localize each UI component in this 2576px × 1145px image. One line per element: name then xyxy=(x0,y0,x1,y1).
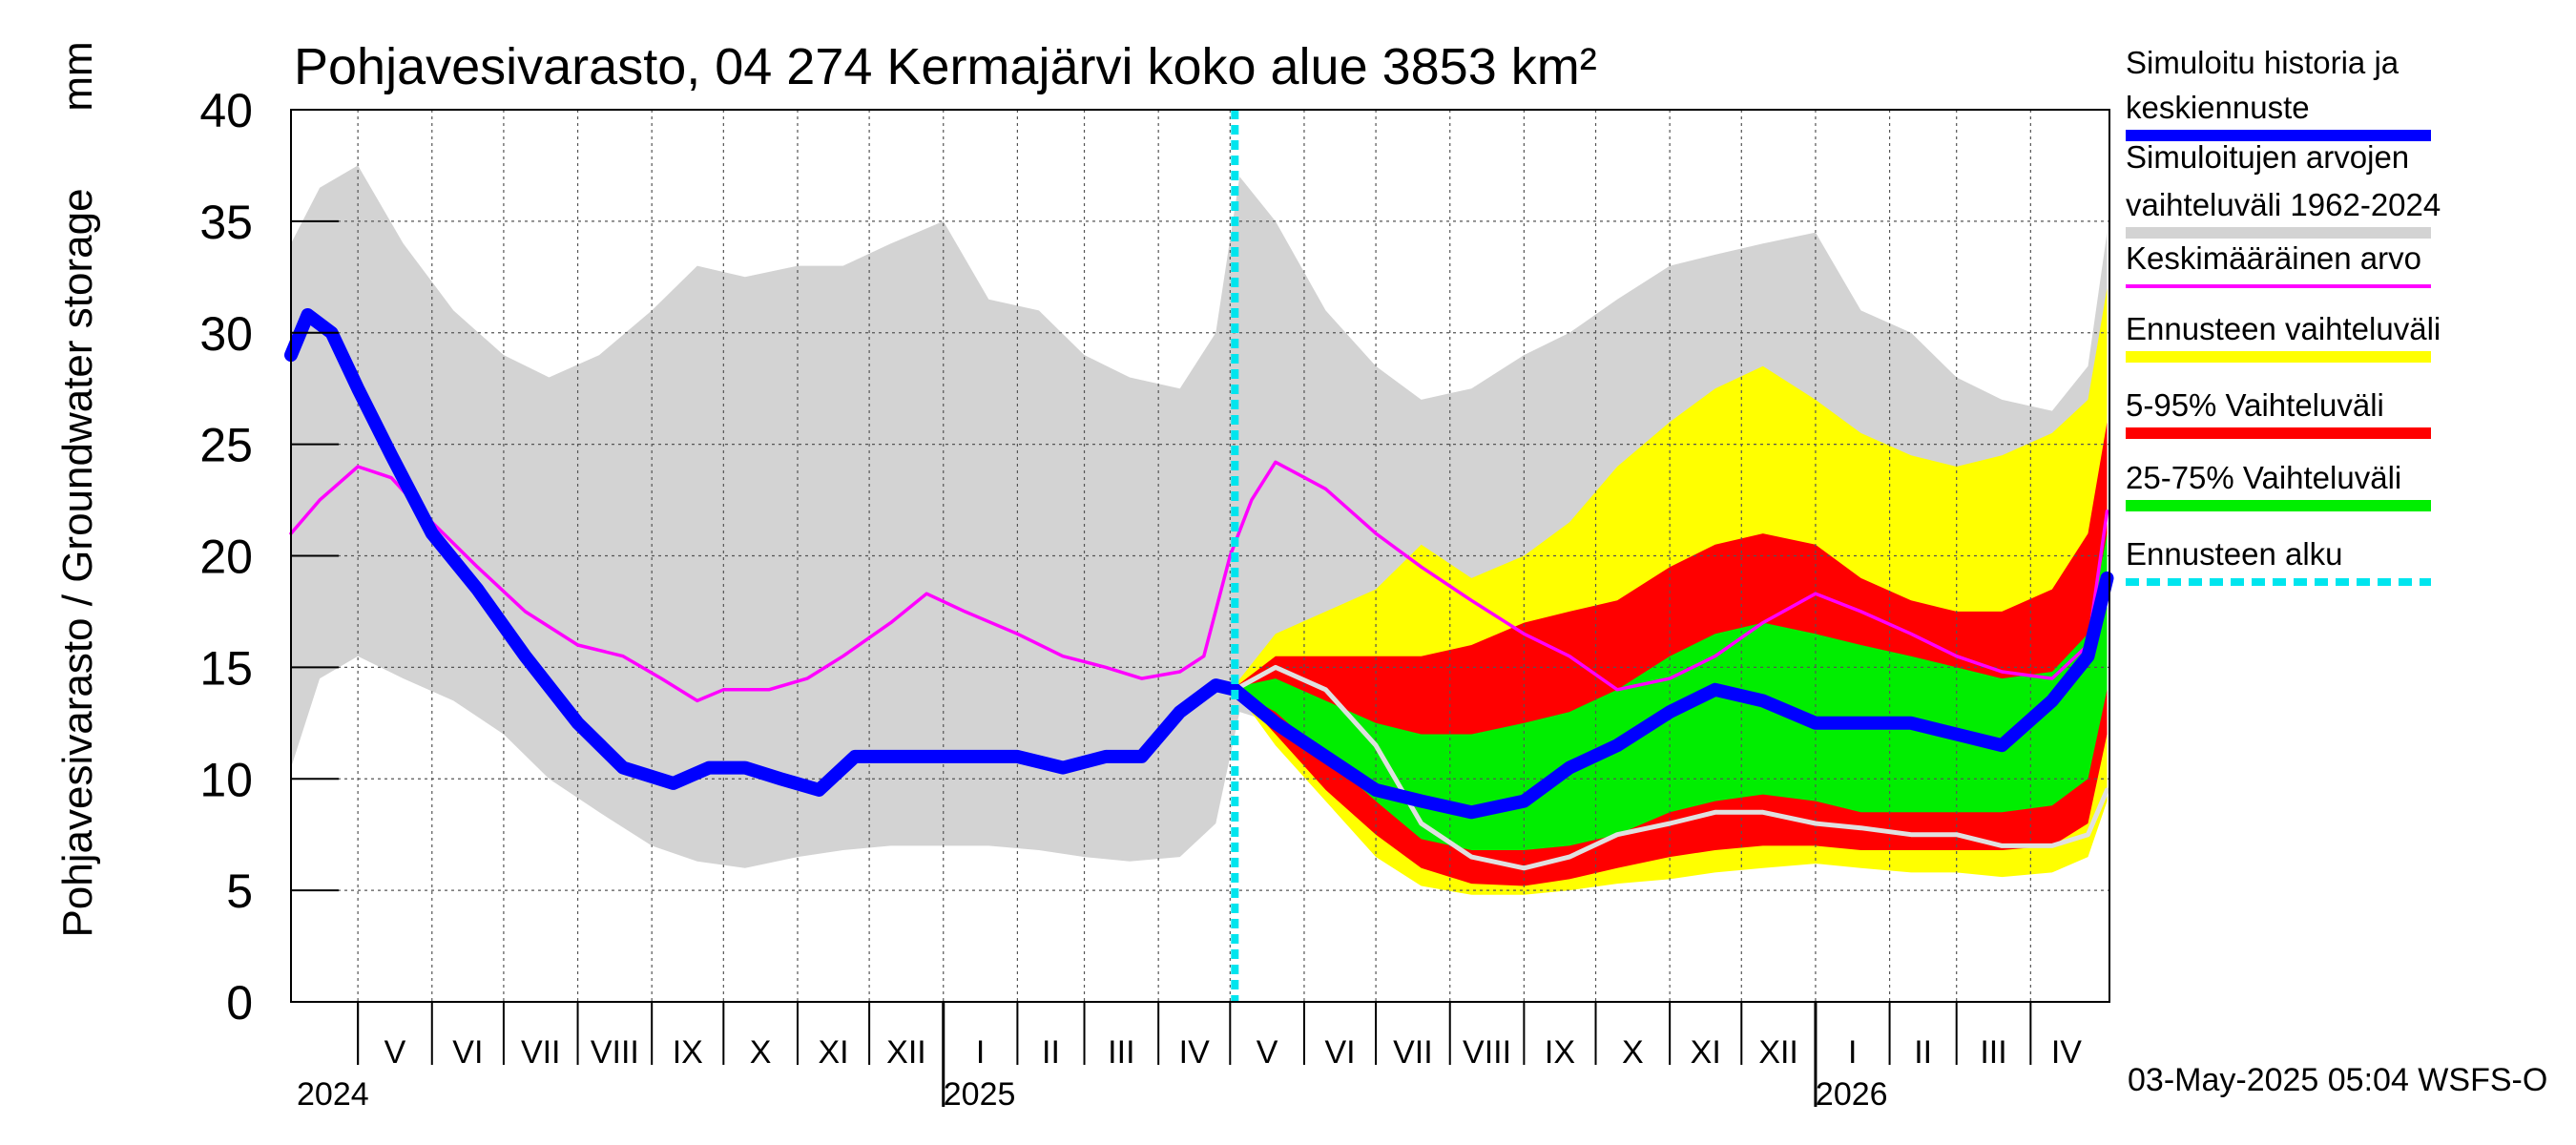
legend-item-simuloitu-historia-ja-keskiennuste: Simuloitu historia ja keskiennuste xyxy=(2126,45,2431,141)
legend-label-simuloitu-historia-ja-keskiennuste-line-0: Simuloitu historia ja xyxy=(2126,45,2399,80)
grid-layer xyxy=(291,110,2109,1002)
x-month-label-14: VII xyxy=(1393,1034,1433,1071)
x-month-label-16: IX xyxy=(1545,1034,1575,1071)
x-month-label-2: VII xyxy=(521,1034,561,1071)
y-tick-label-25: 25 xyxy=(199,419,253,472)
x-month-label-23: IV xyxy=(2051,1034,2082,1071)
x-month-label-22: III xyxy=(1980,1034,2006,1071)
x-month-label-18: XI xyxy=(1691,1034,1721,1071)
x-month-label-0: V xyxy=(384,1034,406,1071)
x-year-label-2024: 2024 xyxy=(297,1076,369,1113)
x-month-label-11: IV xyxy=(1179,1034,1210,1071)
chart-title: Pohjavesivarasto, 04 274 Kermajärvi koko… xyxy=(294,38,1597,95)
y-tick-label-30: 30 xyxy=(199,307,253,361)
legend-label-simuloitujen-arvojen-vaihteluv-li-1962-2024-line-1: vaihteluväli 1962-2024 xyxy=(2126,187,2441,222)
y-tick-label-0: 0 xyxy=(226,976,253,1030)
bands-layer xyxy=(291,165,2108,895)
x-year-label-2026: 2026 xyxy=(1816,1076,1888,1113)
y-tick-label-35: 35 xyxy=(199,196,253,249)
legend-item-25-75-vaihteluv-li: 25-75% Vaihteluväli xyxy=(2126,460,2431,511)
legend-label-simuloitujen-arvojen-vaihteluv-li-1962-2024-line-0: Simuloitujen arvojen xyxy=(2126,139,2409,175)
x-month-label-6: XI xyxy=(818,1034,848,1071)
legend-item-ennusteen-alku: Ennusteen alku xyxy=(2126,536,2431,586)
legend-label-simuloitu-historia-ja-keskiennuste-line-1: keskiennuste xyxy=(2126,90,2310,125)
series-line-simuloitu-historia-ja-keskiennuste xyxy=(284,308,2114,820)
legend: Simuloitu historia jakeskiennusteSimuloi… xyxy=(2126,45,2441,586)
y-tick-label-40: 40 xyxy=(199,84,253,137)
series-line-keskim-r-inen-arvo xyxy=(289,460,2109,703)
x-month-label-12: V xyxy=(1257,1034,1278,1071)
legend-item-simuloitujen-arvojen-vaihteluv-li-1962-2024: Simuloitujen arvojen vaihteluväli 1962-20… xyxy=(2126,139,2441,239)
y-tick-label-15: 15 xyxy=(199,641,253,695)
series-line-simulated-trace xyxy=(1232,664,2109,871)
x-month-label-10: III xyxy=(1108,1034,1134,1071)
x-month-label-4: IX xyxy=(673,1034,703,1071)
x-month-label-19: XII xyxy=(1758,1034,1798,1071)
y-axis-label: Pohjavesivarasto / Groundwater storage xyxy=(54,188,101,937)
x-month-label-7: XII xyxy=(886,1034,926,1071)
legend-label-ennusteen-vaihteluv-li-line-0: Ennusteen vaihteluväli xyxy=(2126,311,2441,346)
legend-item-keskim-r-inen-arvo: Keskimääräinen arvo xyxy=(2126,240,2431,288)
series-layer xyxy=(284,308,2114,871)
x-month-label-13: VI xyxy=(1324,1034,1355,1071)
legend-item-5-95-vaihteluv-li: 5-95% Vaihteluväli xyxy=(2126,387,2431,439)
y-axis-unit: mm xyxy=(54,41,101,111)
timestamp: 03-May-2025 05:04 WSFS-O xyxy=(2128,1062,2547,1098)
y-tick-label-20: 20 xyxy=(199,531,253,584)
y-tick-label-10: 10 xyxy=(199,753,253,806)
x-month-label-1: VI xyxy=(452,1034,483,1071)
x-month-label-5: X xyxy=(750,1034,772,1071)
x-month-label-15: VIII xyxy=(1463,1034,1511,1071)
legend-label-ennusteen-alku-line-0: Ennusteen alku xyxy=(2126,536,2343,572)
y-tick-label-5: 5 xyxy=(226,864,253,918)
legend-label-keskim-r-inen-arvo-line-0: Keskimääräinen arvo xyxy=(2126,240,2421,276)
x-month-label-8: I xyxy=(976,1034,985,1071)
legend-item-ennusteen-vaihteluv-li: Ennusteen vaihteluväli xyxy=(2126,311,2441,363)
x-month-label-17: X xyxy=(1622,1034,1644,1071)
x-month-label-9: II xyxy=(1042,1034,1060,1071)
x-month-label-20: I xyxy=(1848,1034,1857,1071)
x-month-label-3: VIII xyxy=(591,1034,639,1071)
legend-label-25-75-vaihteluv-li-line-0: 25-75% Vaihteluväli xyxy=(2126,460,2401,495)
legend-label-5-95-vaihteluv-li-line-0: 5-95% Vaihteluväli xyxy=(2126,387,2384,423)
band-25-75-vaihteluv-li xyxy=(1235,533,2108,850)
x-year-label-2025: 2025 xyxy=(944,1076,1016,1113)
x-month-label-21: II xyxy=(1914,1034,1932,1071)
